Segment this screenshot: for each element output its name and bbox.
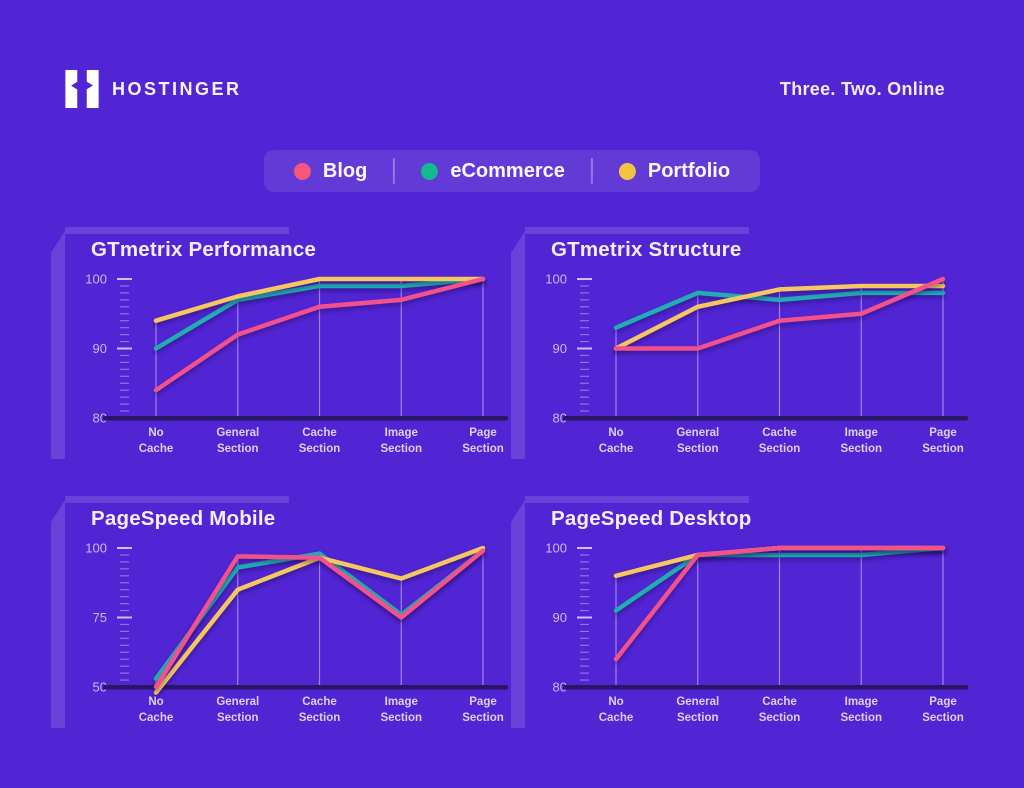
svg-text:100: 100 [545, 541, 567, 556]
brand-name: HOSTINGER [112, 78, 242, 99]
chart-title: GTmetrix Performance [91, 238, 317, 261]
svg-text:No: No [608, 427, 623, 439]
svg-text:Page: Page [929, 696, 957, 708]
header: HOSTINGER Three. Two. Online [0, 0, 1024, 130]
svg-text:Section: Section [380, 443, 422, 455]
svg-text:General: General [216, 696, 259, 708]
line-chart: 50 75 100 No Cache General Section Cache Section… [85, 541, 508, 724]
svg-text:Cache: Cache [302, 427, 337, 439]
portfolio-dot-icon [618, 162, 636, 180]
svg-text:Cache: Cache [139, 712, 174, 724]
legend-item-portfolio: Portfolio [618, 159, 731, 183]
legend-divider [393, 158, 396, 184]
svg-text:100: 100 [85, 272, 107, 287]
svg-text:90: 90 [93, 341, 107, 356]
svg-text:Section: Section [759, 712, 801, 724]
svg-text:Page: Page [929, 427, 957, 439]
svg-text:Cache: Cache [599, 443, 634, 455]
svg-text:Section: Section [677, 443, 719, 455]
svg-text:Section: Section [299, 443, 341, 455]
ecommerce-dot-icon [421, 162, 439, 180]
svg-text:90: 90 [553, 610, 567, 625]
svg-text:Cache: Cache [599, 712, 634, 724]
svg-text:Image: Image [845, 427, 878, 439]
svg-text:Section: Section [462, 443, 504, 455]
chart-title: GTmetrix Structure [551, 238, 742, 261]
chart-gtmetrix-performance: GTmetrix Performance 80 90 100 No Cache Gener… [63, 227, 510, 467]
line-chart: 80 90 100 No Cache General Section Cache Section… [545, 541, 968, 724]
chart-pagespeed-mobile: PageSpeed Mobile 50 75 100 No Cache General Se… [63, 496, 510, 736]
svg-text:Cache: Cache [762, 696, 797, 708]
svg-text:Section: Section [759, 443, 801, 455]
hostinger-logo: HOSTINGER [64, 70, 242, 108]
svg-text:80: 80 [553, 411, 567, 426]
svg-text:Image: Image [845, 696, 878, 708]
svg-text:General: General [676, 696, 719, 708]
legend-divider [590, 158, 593, 184]
chart-title: PageSpeed Mobile [91, 507, 276, 530]
svg-text:Section: Section [217, 443, 259, 455]
svg-text:100: 100 [545, 272, 567, 287]
svg-text:General: General [676, 427, 719, 439]
svg-text:Cache: Cache [302, 696, 337, 708]
chart-pagespeed-desktop: PageSpeed Desktop 80 90 100 No Cache General S… [523, 496, 970, 736]
svg-text:General: General [216, 427, 259, 439]
svg-text:Image: Image [385, 696, 418, 708]
hostinger-h-icon [65, 70, 99, 108]
legend-label: Portfolio [647, 159, 731, 182]
svg-text:Cache: Cache [762, 427, 797, 439]
svg-text:Page: Page [469, 427, 497, 439]
svg-text:90: 90 [553, 341, 567, 356]
svg-text:Section: Section [217, 712, 259, 724]
chart-gtmetrix-structure: GTmetrix Structure 80 90 100 No Cache General… [523, 227, 970, 467]
legend-item-blog: Blog [293, 159, 368, 183]
blog-dot-icon [293, 162, 311, 180]
line-chart: 80 90 100 No Cache General Section Cache Section… [545, 272, 968, 455]
svg-text:No: No [148, 696, 163, 708]
svg-text:Page: Page [469, 696, 497, 708]
svg-text:Section: Section [922, 443, 964, 455]
svg-text:No: No [148, 427, 163, 439]
legend-label: eCommerce [450, 159, 565, 182]
svg-text:Image: Image [385, 427, 418, 439]
svg-text:80: 80 [93, 411, 107, 426]
svg-text:No: No [608, 696, 623, 708]
svg-text:Section: Section [677, 712, 719, 724]
svg-text:Section: Section [840, 712, 882, 724]
svg-text:75: 75 [93, 610, 107, 625]
svg-text:Section: Section [299, 712, 341, 724]
svg-text:Section: Section [462, 712, 504, 724]
svg-text:Section: Section [922, 712, 964, 724]
series-legend: Blog eCommerce Portfolio [263, 150, 761, 192]
svg-text:Section: Section [380, 712, 422, 724]
svg-text:Section: Section [840, 443, 882, 455]
chart-title: PageSpeed Desktop [551, 507, 752, 530]
svg-text:Cache: Cache [139, 443, 174, 455]
line-chart: 80 90 100 No Cache General Section Cache Section… [85, 272, 508, 455]
svg-text:80: 80 [553, 680, 567, 695]
legend-label: Blog [322, 159, 368, 182]
svg-text:50: 50 [93, 680, 107, 695]
svg-text:100: 100 [85, 541, 107, 556]
tagline: Three. Two. Online [779, 79, 945, 99]
legend-item-ecommerce: eCommerce [421, 160, 565, 183]
